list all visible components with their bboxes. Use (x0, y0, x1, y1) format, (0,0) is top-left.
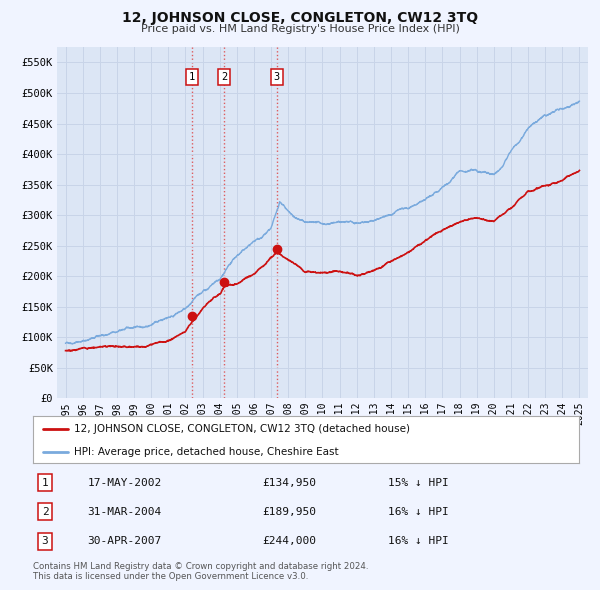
Text: HPI: Average price, detached house, Cheshire East: HPI: Average price, detached house, Ches… (74, 447, 338, 457)
Text: 12, JOHNSON CLOSE, CONGLETON, CW12 3TQ: 12, JOHNSON CLOSE, CONGLETON, CW12 3TQ (122, 11, 478, 25)
Text: 3: 3 (41, 536, 49, 546)
Text: 1: 1 (189, 72, 195, 82)
Text: 31-MAR-2004: 31-MAR-2004 (88, 507, 162, 517)
Text: 30-APR-2007: 30-APR-2007 (88, 536, 162, 546)
Text: 17-MAY-2002: 17-MAY-2002 (88, 477, 162, 487)
Text: 2: 2 (221, 72, 227, 82)
Text: 12, JOHNSON CLOSE, CONGLETON, CW12 3TQ (detached house): 12, JOHNSON CLOSE, CONGLETON, CW12 3TQ (… (74, 424, 410, 434)
Text: £134,950: £134,950 (262, 477, 316, 487)
Text: Contains HM Land Registry data © Crown copyright and database right 2024.
This d: Contains HM Land Registry data © Crown c… (33, 562, 368, 581)
Text: 2: 2 (41, 507, 49, 517)
Text: £189,950: £189,950 (262, 507, 316, 517)
Text: Price paid vs. HM Land Registry's House Price Index (HPI): Price paid vs. HM Land Registry's House … (140, 24, 460, 34)
Text: 1: 1 (41, 477, 49, 487)
Text: 3: 3 (274, 72, 280, 82)
Text: 15% ↓ HPI: 15% ↓ HPI (388, 477, 449, 487)
Text: 16% ↓ HPI: 16% ↓ HPI (388, 507, 449, 517)
Text: £244,000: £244,000 (262, 536, 316, 546)
Text: 16% ↓ HPI: 16% ↓ HPI (388, 536, 449, 546)
